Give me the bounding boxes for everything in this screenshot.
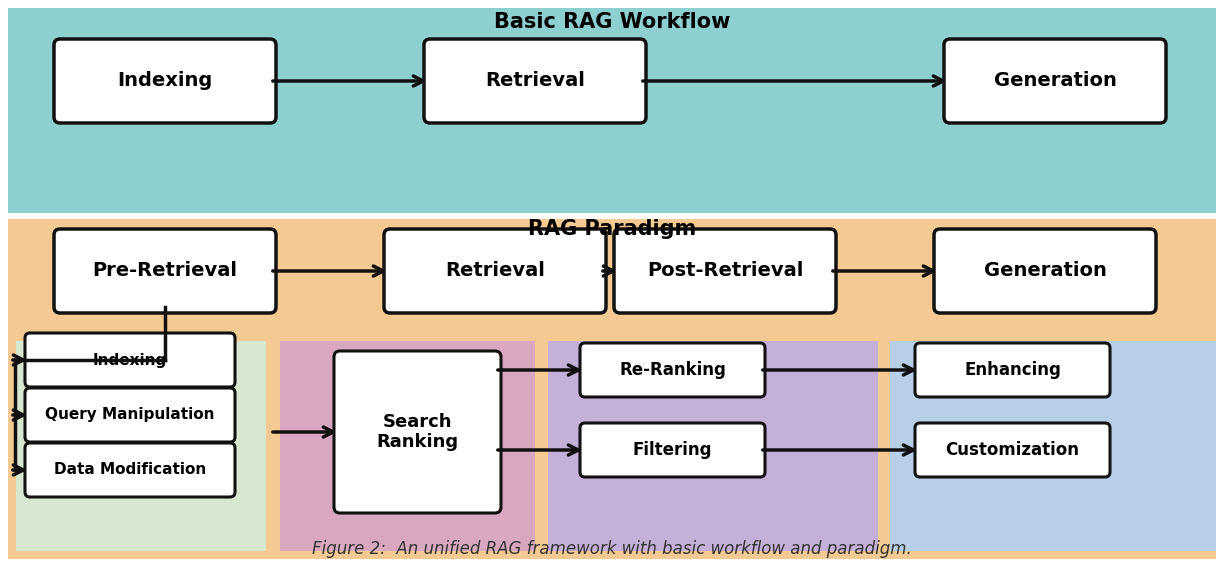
FancyBboxPatch shape	[934, 229, 1155, 313]
Text: Search
Ranking: Search Ranking	[377, 413, 459, 451]
FancyBboxPatch shape	[580, 423, 765, 477]
Text: Customization: Customization	[945, 441, 1080, 459]
FancyBboxPatch shape	[24, 333, 235, 387]
Bar	[890, 341, 1215, 551]
Text: Data Modification: Data Modification	[54, 463, 206, 477]
Text: Post-Retrieval: Post-Retrieval	[646, 261, 803, 281]
FancyBboxPatch shape	[334, 351, 501, 513]
Bar	[280, 341, 535, 551]
Text: Indexing: Indexing	[118, 71, 213, 91]
FancyBboxPatch shape	[424, 39, 646, 123]
Text: Figure 2:  An unified RAG framework with basic workflow and paradigm.: Figure 2: An unified RAG framework with …	[312, 540, 912, 558]
FancyBboxPatch shape	[24, 388, 235, 442]
Text: RAG Paradigm: RAG Paradigm	[528, 219, 696, 239]
Text: Query Manipulation: Query Manipulation	[45, 408, 214, 422]
Text: Re-Ranking: Re-Ranking	[619, 361, 726, 379]
FancyBboxPatch shape	[916, 423, 1110, 477]
FancyBboxPatch shape	[944, 39, 1166, 123]
Bar	[548, 341, 878, 551]
Text: Retrieval: Retrieval	[446, 261, 545, 281]
FancyBboxPatch shape	[916, 343, 1110, 397]
Text: Retrieval: Retrieval	[485, 71, 585, 91]
FancyBboxPatch shape	[614, 229, 836, 313]
Text: Enhancing: Enhancing	[965, 361, 1061, 379]
Text: Generation: Generation	[994, 71, 1116, 91]
Text: Indexing: Indexing	[93, 353, 168, 367]
FancyBboxPatch shape	[580, 343, 765, 397]
FancyBboxPatch shape	[54, 39, 275, 123]
Bar	[16, 341, 266, 551]
Bar	[9, 8, 1215, 213]
Text: Basic RAG Workflow: Basic RAG Workflow	[493, 12, 731, 32]
Text: Pre-Retrieval: Pre-Retrieval	[93, 261, 237, 281]
FancyBboxPatch shape	[24, 443, 235, 497]
Bar	[9, 219, 1215, 559]
Text: Generation: Generation	[984, 261, 1106, 281]
Text: Filtering: Filtering	[633, 441, 712, 459]
FancyBboxPatch shape	[54, 229, 275, 313]
FancyBboxPatch shape	[384, 229, 606, 313]
